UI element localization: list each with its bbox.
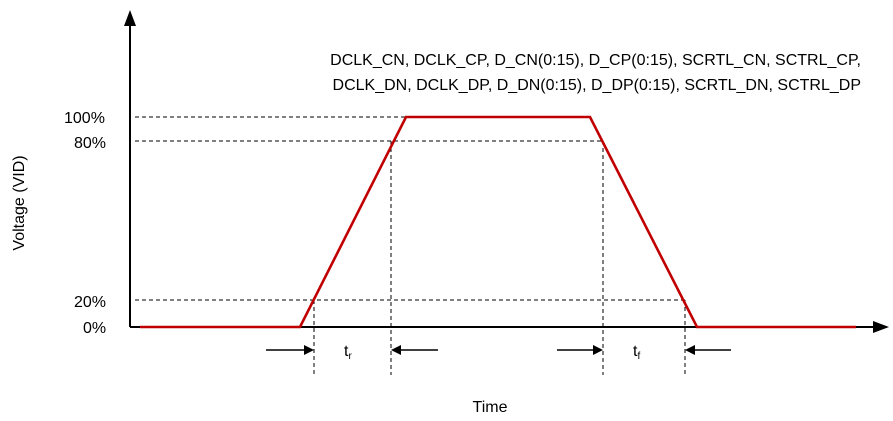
level-80-label: 80% — [74, 135, 106, 152]
y-axis-label: Voltage (VID) — [11, 155, 28, 250]
level-100-label: 100% — [64, 110, 105, 127]
signal-names-line-2: DCLK_DN, DCLK_DP, D_DN(0:15), D_DP(0:15)… — [333, 77, 861, 94]
signal-names-line-1: DCLK_CN, DCLK_CP, D_CN(0:15), D_CP(0:15)… — [330, 52, 861, 69]
signal-waveform — [140, 115, 856, 329]
y-axis-arrow-icon — [124, 10, 136, 26]
fall-time-main: t — [633, 343, 638, 360]
level-20-label: 20% — [74, 294, 106, 311]
rise-time-main: t — [344, 343, 349, 360]
fall-time-sub: f — [637, 351, 640, 362]
rise-time-sub: r — [348, 351, 352, 362]
fall-time-label: tf — [633, 343, 640, 362]
rise-time-label: tr — [344, 343, 352, 362]
x-axis-arrow-icon — [873, 321, 889, 333]
level-0-label: 0% — [83, 320, 106, 337]
x-axis-label: Time — [473, 399, 508, 416]
